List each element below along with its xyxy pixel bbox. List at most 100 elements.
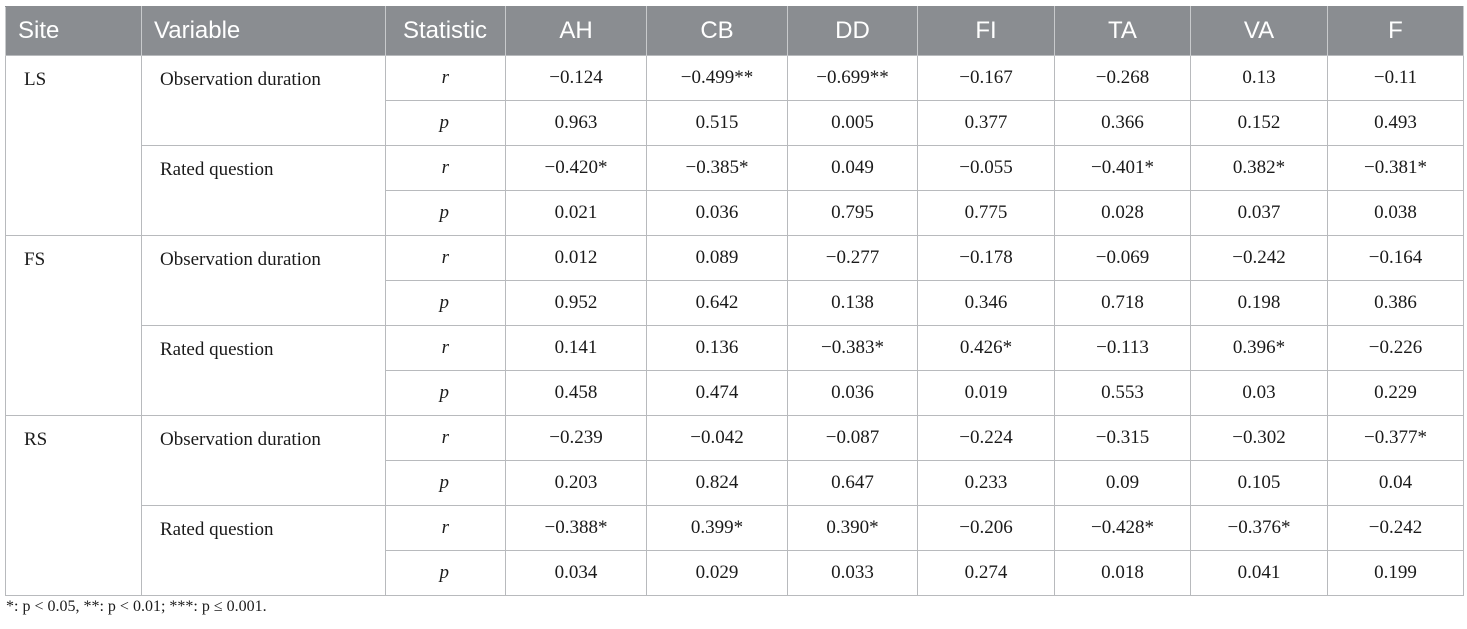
value-cell: 0.718: [1054, 280, 1191, 326]
value-cell: 0.089: [646, 235, 788, 281]
value-cell: 0.647: [787, 460, 918, 506]
value-cell: 0.474: [646, 370, 788, 416]
value-cell: −0.315: [1054, 415, 1191, 461]
header-row: Site Variable Statistic AH CB DD FI TA V…: [5, 6, 1464, 56]
site-cell: LS: [5, 55, 142, 236]
value-cell: −0.242: [1190, 235, 1328, 281]
value-cell: 0.019: [917, 370, 1055, 416]
value-cell: 0.963: [505, 100, 647, 146]
value-cell: −0.499**: [646, 55, 788, 101]
header-dd: DD: [787, 6, 918, 56]
value-cell: 0.377: [917, 100, 1055, 146]
statistic-cell: r: [385, 325, 506, 371]
header-fi: FI: [917, 6, 1055, 56]
value-cell: −0.042: [646, 415, 788, 461]
value-cell: 0.038: [1327, 190, 1464, 236]
statistic-cell: p: [385, 370, 506, 416]
value-cell: 0.049: [787, 145, 918, 191]
value-cell: −0.383*: [787, 325, 918, 371]
value-cell: 0.198: [1190, 280, 1328, 326]
value-cell: 0.141: [505, 325, 647, 371]
table-body: LS Observation duration r −0.124 −0.499** −0.…: [5, 55, 1464, 596]
value-cell: −0.206: [917, 505, 1055, 551]
header-variable: Variable: [141, 6, 386, 56]
value-cell: 0.426*: [917, 325, 1055, 371]
value-cell: 0.515: [646, 100, 788, 146]
value-cell: 0.034: [505, 550, 647, 596]
header-ah: AH: [505, 6, 647, 56]
value-cell: 0.021: [505, 190, 647, 236]
variable-cell: Observation duration: [141, 415, 386, 506]
value-cell: −0.113: [1054, 325, 1191, 371]
value-cell: −0.385*: [646, 145, 788, 191]
value-cell: −0.377*: [1327, 415, 1464, 461]
statistic-cell: p: [385, 100, 506, 146]
variable-cell: Rated question: [141, 325, 386, 416]
value-cell: 0.03: [1190, 370, 1328, 416]
value-cell: 0.795: [787, 190, 918, 236]
value-cell: 0.04: [1327, 460, 1464, 506]
value-cell: 0.642: [646, 280, 788, 326]
value-cell: −0.164: [1327, 235, 1464, 281]
header-cb: CB: [646, 6, 788, 56]
table-row: p 0.203 0.824 0.647 0.233 0.09 0.105 0.04: [6, 460, 1464, 506]
value-cell: 0.018: [1054, 550, 1191, 596]
table-footnote: *: p < 0.05, **: p < 0.01; ***: p ≤ 0.00…: [6, 598, 267, 615]
value-cell: 0.553: [1054, 370, 1191, 416]
value-cell: 0.274: [917, 550, 1055, 596]
statistic-cell: p: [385, 550, 506, 596]
value-cell: 0.138: [787, 280, 918, 326]
value-cell: 0.152: [1190, 100, 1328, 146]
value-cell: 0.233: [917, 460, 1055, 506]
statistic-cell: p: [385, 280, 506, 326]
value-cell: 0.036: [646, 190, 788, 236]
value-cell: −0.277: [787, 235, 918, 281]
value-cell: 0.037: [1190, 190, 1328, 236]
value-cell: −0.124: [505, 55, 647, 101]
value-cell: 0.136: [646, 325, 788, 371]
header-va: VA: [1190, 6, 1328, 56]
value-cell: −0.11: [1327, 55, 1464, 101]
value-cell: 0.105: [1190, 460, 1328, 506]
value-cell: 0.390*: [787, 505, 918, 551]
value-cell: −0.178: [917, 235, 1055, 281]
value-cell: 0.005: [787, 100, 918, 146]
value-cell: 0.229: [1327, 370, 1464, 416]
value-cell: 0.396*: [1190, 325, 1328, 371]
table-row: RS Observation duration r −0.239 −0.042 −0.08…: [5, 415, 1464, 596]
variable-cell: Rated question: [141, 505, 386, 596]
variable-cell: Observation duration: [141, 55, 386, 146]
value-cell: 0.041: [1190, 550, 1328, 596]
table-row: p 0.458 0.474 0.036 0.019 0.553 0.03 0.229: [6, 370, 1464, 416]
value-cell: −0.167: [917, 55, 1055, 101]
statistic-cell: r: [385, 415, 506, 461]
header-ta: TA: [1054, 6, 1191, 56]
table-row: Rated question r −0.388* 0.399* 0.390* −0.206…: [6, 505, 1464, 596]
table-row: FS Observation duration r 0.012 0.089 −0.277−…: [5, 235, 1464, 416]
statistic-cell: r: [385, 505, 506, 551]
value-cell: −0.087: [787, 415, 918, 461]
site-cell: FS: [5, 235, 142, 416]
header-statistic: Statistic: [385, 6, 506, 56]
value-cell: −0.381*: [1327, 145, 1464, 191]
site-cell: RS: [5, 415, 142, 596]
value-cell: 0.346: [917, 280, 1055, 326]
correlation-table: Site Variable Statistic AH CB DD FI TA V…: [5, 6, 1464, 596]
value-cell: 0.199: [1327, 550, 1464, 596]
value-cell: 0.366: [1054, 100, 1191, 146]
header-site: Site: [5, 6, 142, 56]
table-row: LS Observation duration r −0.124 −0.499** −0.…: [5, 55, 1464, 236]
value-cell: −0.388*: [505, 505, 647, 551]
variable-cell: Observation duration: [141, 235, 386, 326]
table-row: p 0.034 0.029 0.033 0.274 0.018 0.041 0.199: [6, 550, 1464, 596]
value-cell: 0.012: [505, 235, 647, 281]
value-cell: 0.13: [1190, 55, 1328, 101]
value-cell: 0.033: [787, 550, 918, 596]
value-cell: −0.376*: [1190, 505, 1328, 551]
value-cell: 0.386: [1327, 280, 1464, 326]
value-cell: 0.09: [1054, 460, 1191, 506]
value-cell: −0.239: [505, 415, 647, 461]
value-cell: −0.428*: [1054, 505, 1191, 551]
value-cell: 0.493: [1327, 100, 1464, 146]
header-f: F: [1327, 6, 1464, 56]
